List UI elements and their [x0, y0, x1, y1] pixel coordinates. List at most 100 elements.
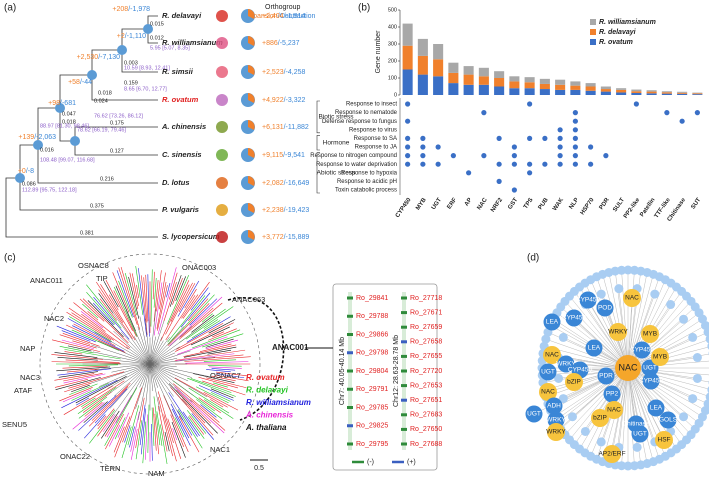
tree-leaf: [170, 414, 185, 447]
gene: [347, 296, 353, 300]
edge: [556, 367, 629, 424]
term-dot: [557, 135, 563, 141]
bar-segment: [509, 88, 520, 95]
tree-leaf: [152, 407, 157, 451]
legend-swatch: [590, 39, 596, 45]
species-name: R. williamsianum: [162, 38, 223, 47]
term-dot: [572, 135, 578, 141]
gene-label: Ro_27688: [410, 441, 442, 448]
tree-leaf: [83, 401, 108, 423]
tree-leaf: [56, 325, 96, 343]
tree-inner: [91, 344, 151, 365]
expansion: +2,404: [262, 13, 284, 20]
term-dot: [481, 153, 487, 159]
tree-leaf: [113, 286, 138, 337]
tree-leaf: [189, 298, 218, 326]
tree-leaf: [113, 426, 125, 453]
tree-leaf: [66, 311, 112, 341]
node-label: NAC: [618, 362, 638, 372]
tree-leaf: [69, 383, 98, 395]
gene: [347, 369, 353, 373]
network-node: [539, 363, 557, 381]
tree-leaf: [69, 316, 112, 342]
tree-leaf: [88, 386, 129, 427]
clade-label: NAC3: [20, 373, 40, 382]
divergence-time: 88.97 [81.30, 98.46]: [40, 123, 89, 129]
network-node: [596, 299, 614, 317]
tree-leaf: [78, 396, 108, 419]
tree-leaf: [178, 283, 196, 313]
tree-leaf: [186, 410, 207, 434]
tree-leaf: [68, 371, 125, 389]
tree-leaf: [59, 334, 91, 345]
tree-leaf: [168, 392, 198, 437]
node-label: MYB: [653, 354, 667, 361]
tree-leaf: [183, 344, 237, 357]
tree-inner: [139, 363, 151, 388]
gene: [401, 325, 407, 329]
bar-segment: [478, 76, 489, 85]
expansion: +2: [117, 33, 125, 40]
gene: [347, 424, 353, 428]
tree-leaf: [73, 323, 116, 347]
tree-leaf: [164, 432, 170, 452]
tree-inner: [93, 357, 151, 365]
tree-leaf: [177, 336, 228, 355]
expansion: +139: [18, 134, 34, 141]
bar-segment: [555, 84, 566, 90]
orthogroup-header: Orthogroup: [265, 4, 301, 11]
tree-leaf: [106, 395, 132, 438]
contraction: /-4,258: [284, 69, 306, 76]
species-name: A. chinensis: [161, 122, 206, 131]
tree-leaf: [157, 285, 168, 331]
tree-branch: [19, 144, 38, 178]
tree-leaf: [165, 295, 196, 341]
tree-leaf: [192, 329, 241, 349]
legend-label: R. ovatum: [599, 39, 633, 46]
tree-leaf: [139, 404, 146, 446]
network-node: [688, 332, 698, 342]
clade-label: NAP: [20, 344, 35, 353]
tree-leaf: [62, 333, 100, 347]
tree-inner: [115, 363, 151, 424]
x-tick-label: MYB: [415, 197, 428, 212]
tree-inner: [149, 363, 211, 378]
network-node: [609, 323, 627, 341]
divergence-time: 108.48 [99.07, 116.68]: [40, 157, 95, 163]
tree-leaf: [68, 307, 129, 350]
node-label: UGT: [541, 369, 555, 376]
term-dot: [572, 153, 578, 159]
term-dot: [633, 101, 639, 107]
bar-segment: [509, 76, 520, 82]
tree-inner: [126, 346, 151, 365]
panel-label: (b): [358, 3, 370, 14]
term-dot: [557, 161, 563, 167]
term-dot: [588, 144, 594, 150]
bar-segment: [463, 66, 474, 75]
tree-inner: [149, 327, 201, 365]
term-dot: [420, 144, 426, 150]
bar-segment: [463, 74, 474, 85]
tree-leaf: [84, 402, 103, 417]
term-dot: [588, 161, 594, 167]
term-label: Response to hypoxia: [341, 170, 398, 176]
tree-leaf: [186, 316, 231, 343]
node-change: +2/-1,110: [117, 33, 146, 40]
bar-segment: [570, 89, 581, 95]
contraction: /-681: [60, 100, 76, 107]
tree-inner: [94, 331, 151, 365]
contraction: /-5,237: [278, 40, 300, 47]
network-node: [632, 442, 642, 452]
tree-leaf: [64, 382, 92, 393]
x-tick-label: HSP70: [580, 197, 596, 217]
tree-inner: [149, 363, 194, 396]
term-dot: [511, 161, 517, 167]
term-dot: [435, 161, 441, 167]
exp-con-header: Expansion/Contraction: [245, 13, 316, 20]
tree-leaf: [55, 377, 101, 390]
node-label: NAC: [541, 389, 555, 396]
tree-inner: [98, 340, 151, 365]
gene: [347, 333, 353, 336]
node-label: CYP450: [639, 378, 664, 385]
x-tick-label: NRF2: [490, 197, 504, 214]
